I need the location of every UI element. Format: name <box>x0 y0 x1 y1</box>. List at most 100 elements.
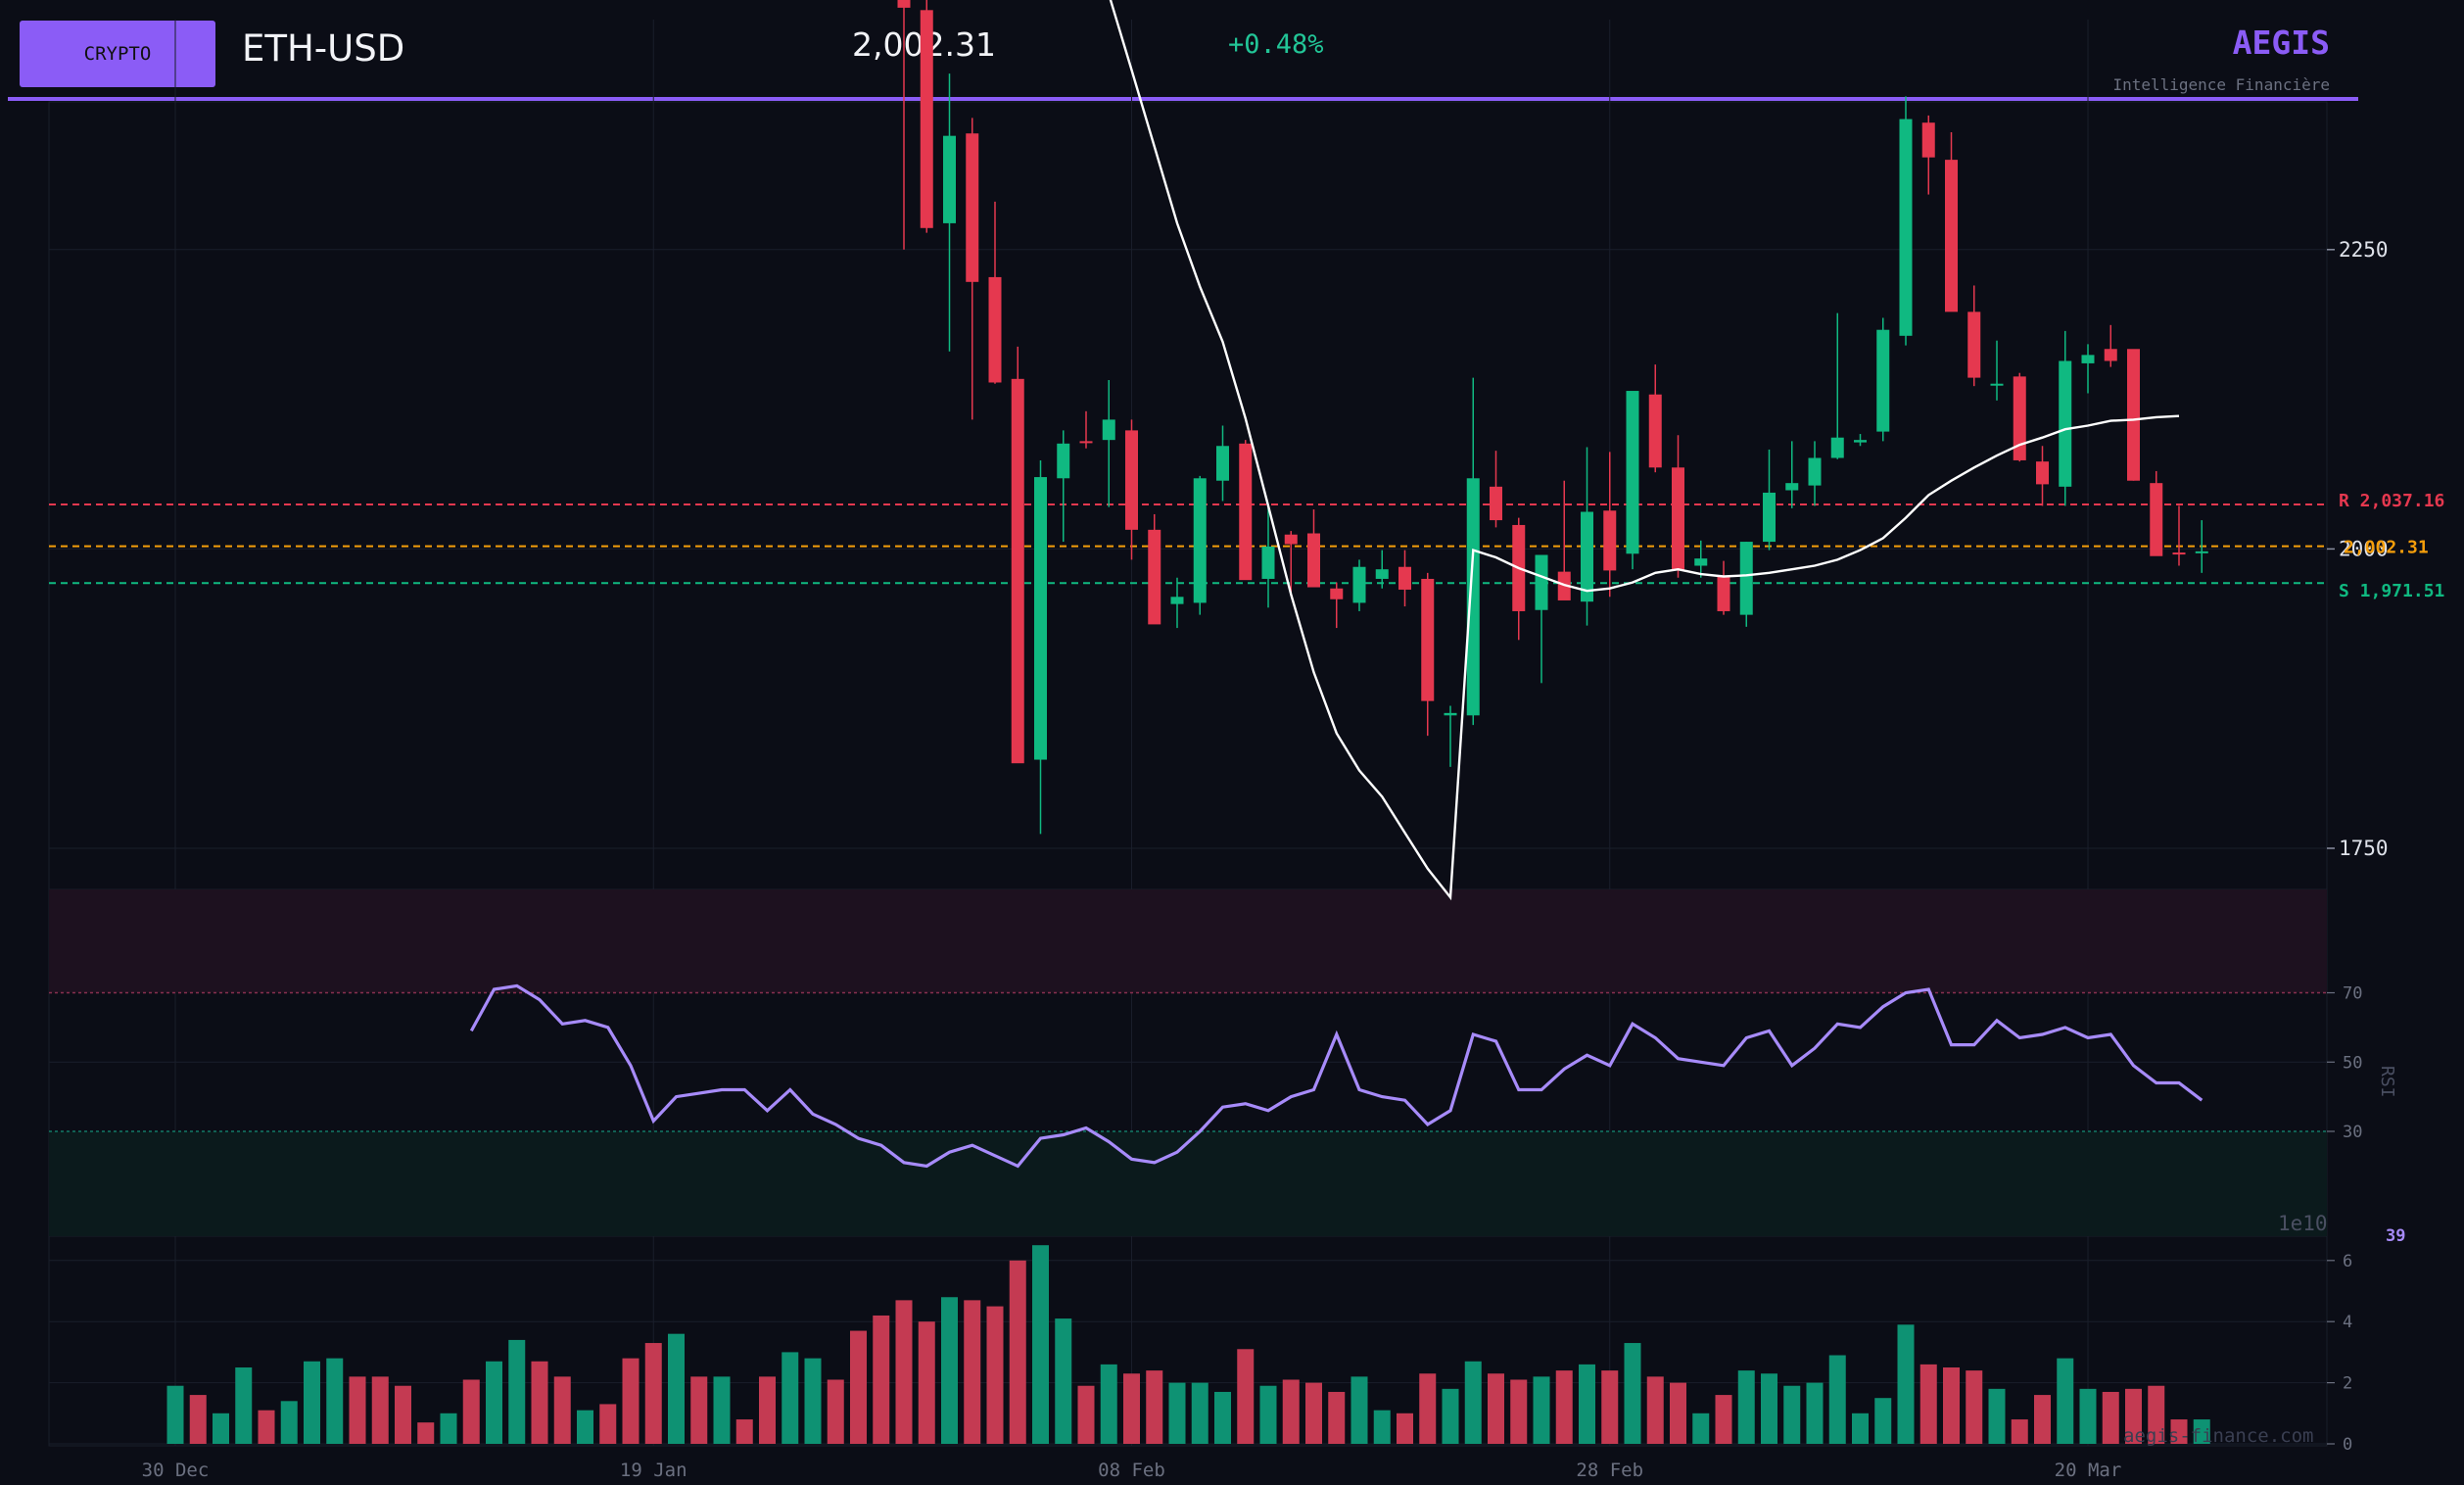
volume-bar <box>1305 1382 1322 1444</box>
header-divider <box>8 97 2358 101</box>
volume-bar <box>735 1419 753 1444</box>
brand-tagline: Intelligence Financière <box>2112 75 2330 94</box>
rsi-line <box>469 983 2203 1169</box>
watermark: aegis-finance.com <box>2123 1425 2314 1447</box>
volume-bar <box>1646 1376 1664 1444</box>
candle-body <box>1057 443 1070 479</box>
volume-bar <box>1032 1245 1049 1444</box>
volume-bar <box>1897 1324 1915 1444</box>
volume-bar <box>1715 1395 1732 1444</box>
volume-bar <box>2125 1388 2142 1444</box>
volume-bar <box>1874 1398 1892 1444</box>
brand-logo: AEGIS <box>2232 24 2330 62</box>
support-label: S 1,971.51 <box>2339 581 2444 601</box>
y-tick-label: 2250 <box>2339 238 2389 262</box>
candle-body <box>1990 383 2004 386</box>
volume-bar <box>1624 1343 1641 1444</box>
candle-body <box>1830 437 1844 458</box>
candle-body <box>2150 483 2163 556</box>
volume-bar <box>440 1413 457 1444</box>
candle-body <box>1216 446 1229 481</box>
candle-body <box>1603 510 1617 571</box>
volume-bar <box>1510 1379 1528 1444</box>
candle-body <box>1581 511 1593 602</box>
candle-body <box>1739 542 1753 615</box>
candle-body <box>920 10 933 228</box>
y-tick-label: 2000 <box>2339 537 2389 560</box>
candle-body <box>943 135 956 223</box>
candle-body <box>1808 457 1822 486</box>
rsi-tick-label: 30 <box>2343 1123 2362 1142</box>
volume-bar <box>1464 1361 1482 1444</box>
candle-body <box>2172 552 2186 555</box>
candle-body <box>2195 551 2208 553</box>
candle-body <box>1398 566 1411 590</box>
candle-body <box>1672 467 1684 571</box>
candle-body <box>1239 443 1253 581</box>
volume-bar <box>895 1300 913 1444</box>
volume-bar <box>2193 1419 2210 1444</box>
volume-bar <box>850 1330 867 1444</box>
candle-body <box>1466 478 1480 716</box>
price-levels <box>49 503 2327 585</box>
volume-bar <box>1852 1413 1869 1444</box>
volume-bar <box>166 1385 184 1444</box>
rsi-tick-label: 50 <box>2343 1053 2362 1073</box>
volume-bar <box>1009 1260 1026 1444</box>
candle-body <box>988 276 1002 383</box>
volume-bar <box>1191 1382 1208 1444</box>
volume-bar <box>1943 1367 1960 1444</box>
volume-bar <box>827 1379 844 1444</box>
ticker-symbol: ETH-USD <box>242 27 405 70</box>
rsi-zones <box>49 889 2327 1236</box>
volume-bar <box>417 1422 435 1444</box>
candle-body <box>1307 533 1320 588</box>
volume-bar <box>599 1404 617 1444</box>
volume-bar <box>804 1358 822 1444</box>
candle-body <box>1763 492 1776 543</box>
volume-bar <box>213 1413 229 1444</box>
volume-bar <box>1988 1388 2006 1444</box>
x-tick-label: 28 Feb <box>1576 1460 1643 1481</box>
volume-bar <box>1670 1382 1686 1444</box>
moving-average-line <box>1109 0 2180 901</box>
volume-bar <box>622 1358 640 1444</box>
volume-bar <box>1579 1364 1595 1444</box>
candle-body <box>1034 477 1047 760</box>
volume-tick-label: 2 <box>2343 1374 2352 1394</box>
candles <box>897 0 2208 835</box>
volume-tick-label: 0 <box>2343 1435 2352 1455</box>
volume-bar <box>2057 1358 2074 1444</box>
candle-body <box>1170 597 1184 604</box>
volume-bar <box>1692 1413 1710 1444</box>
candle-body <box>1694 558 1708 566</box>
volume-bar <box>941 1297 958 1444</box>
last-price-label: 2,002.31 <box>2344 538 2429 558</box>
candle-body <box>2036 461 2049 485</box>
candle-body <box>1785 483 1799 491</box>
candle-body <box>1011 378 1024 764</box>
volume-bar <box>1146 1370 1163 1444</box>
volume-bar <box>644 1343 662 1444</box>
candle-body <box>1899 119 1913 336</box>
volume-bar <box>690 1376 708 1444</box>
candle-body <box>966 133 979 282</box>
asset-class-badge[interactable]: CRYPTO <box>20 21 215 87</box>
volume-bar <box>918 1321 935 1444</box>
x-tick-label: 20 Mar <box>2055 1460 2122 1481</box>
candle-body <box>1375 569 1389 579</box>
volume-bars <box>166 1245 2210 1444</box>
volume-bar <box>1077 1385 1095 1444</box>
volume-bar <box>1806 1382 1824 1444</box>
volume-bar <box>2011 1419 2028 1444</box>
candle-body <box>1284 534 1298 545</box>
volume-scale-label: 1e10 <box>2278 1212 2328 1235</box>
volume-bar <box>395 1385 411 1444</box>
volume-bar <box>1259 1385 1277 1444</box>
volume-bar <box>1123 1373 1140 1444</box>
volume-bar <box>462 1379 480 1444</box>
x-tick-label: 19 Jan <box>620 1460 687 1481</box>
candle-body <box>1854 440 1867 443</box>
volume-bar <box>553 1376 571 1444</box>
